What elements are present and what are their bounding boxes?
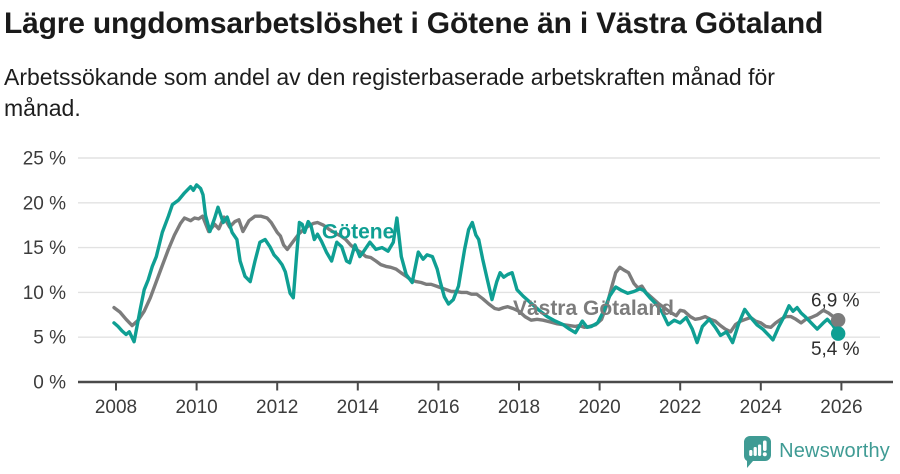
y-tick-label: 15 % (23, 238, 66, 259)
series-label-gotene: Götene (322, 221, 394, 244)
bar-medium (753, 447, 757, 456)
series-end-dot-vastra-gotaland (830, 312, 846, 328)
x-tick-label: 2010 (175, 397, 217, 418)
bar-large (758, 444, 762, 456)
y-tick-label: 25 % (23, 149, 66, 170)
x-tick-label: 2018 (498, 397, 540, 418)
series-line-gotene (112, 183, 840, 345)
end-value-label-vastra-gotaland: 6,9 % (811, 291, 860, 312)
y-tick-label: 5 % (33, 328, 66, 349)
chart-title: Lägre ungdomsarbetslöshet i Götene än i … (4, 7, 824, 40)
y-tick-label: 10 % (23, 283, 66, 304)
bar-small (749, 450, 753, 456)
x-tick-label: 2014 (337, 397, 380, 418)
line-chart: 0 % 5 % 10 % 15 % 20 % 25 % 2008 2010 2012 2014 20… (23, 149, 893, 418)
newsworthy-wordmark: Newsworthy (779, 440, 890, 462)
x-tick-label: 2012 (256, 397, 298, 418)
series-end-dot-gotene (830, 326, 846, 341)
series-label-vastra-gotaland: Västra Götaland (513, 297, 674, 320)
end-value-label-gotene: 5,4 % (811, 339, 860, 360)
exclamation-bar (763, 440, 767, 451)
x-tick-label: 2016 (417, 397, 459, 418)
y-tick-label: 20 % (23, 193, 66, 214)
x-tick-label: 2024 (740, 397, 783, 418)
series-line-vastra-gotaland (112, 214, 840, 334)
exclamation-dot (762, 452, 767, 457)
newsworthy-bubble-icon (744, 436, 772, 468)
x-tick-label: 2022 (659, 397, 701, 418)
x-tick-label: 2008 (95, 397, 137, 418)
speech-bubble-shape (744, 436, 772, 468)
y-tick-label: 0 % (33, 373, 66, 394)
x-tick-label: 2026 (820, 397, 862, 418)
x-tick-label: 2020 (578, 397, 620, 418)
newsworthy-logo: Newsworthy (743, 435, 890, 468)
chart-subtitle: Arbetssökande som andel av den registerb… (4, 64, 775, 121)
